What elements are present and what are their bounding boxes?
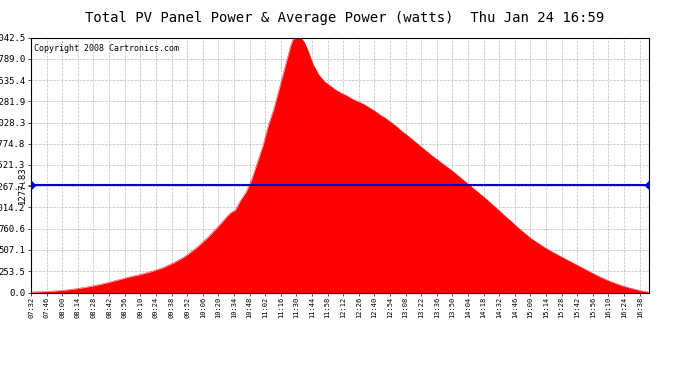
Text: Total PV Panel Power & Average Power (watts)  Thu Jan 24 16:59: Total PV Panel Power & Average Power (wa… (86, 11, 604, 25)
Text: Copyright 2008 Cartronics.com: Copyright 2008 Cartronics.com (34, 44, 179, 53)
